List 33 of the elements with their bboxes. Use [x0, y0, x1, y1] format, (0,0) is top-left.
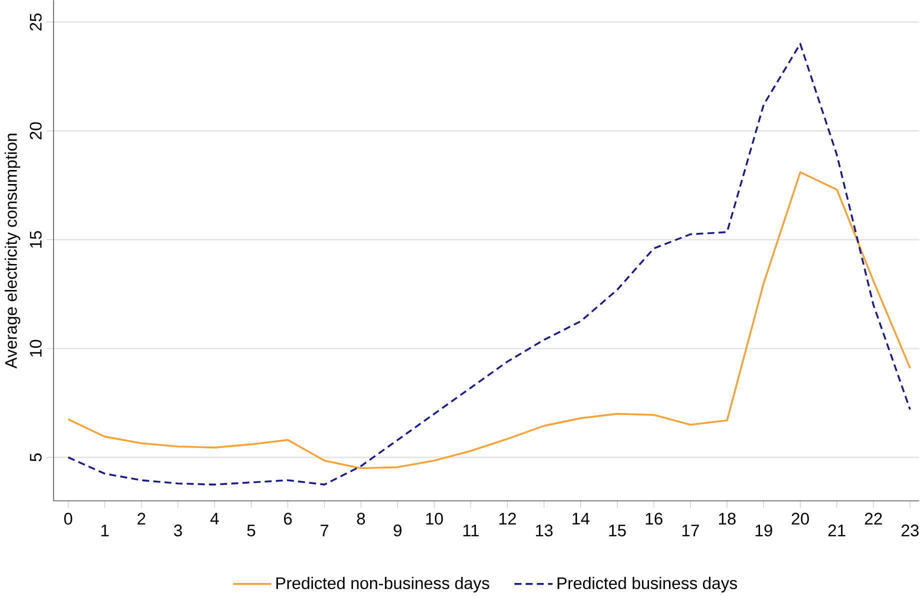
x-tick-label: 13: [536, 524, 553, 537]
x-tick-label: 15: [609, 524, 626, 537]
x-tick-label: 7: [320, 524, 328, 536]
x-tick-label: 9: [394, 524, 402, 537]
y-axis-title: Average electricity consumption: [4, 134, 20, 369]
x-tick-label: 5: [247, 524, 256, 537]
x-tick-label: 0: [64, 512, 72, 525]
x-tick-label: 23: [902, 524, 919, 537]
line-series: [67, 171, 911, 470]
x-tick-label: 11: [463, 524, 479, 536]
y-tick-label: 20: [30, 122, 42, 140]
legend-label: Predicted business days: [558, 577, 737, 593]
x-tick-label: 17: [682, 524, 699, 536]
x-tick-label: 20: [792, 512, 809, 525]
x-tick-label: 14: [572, 512, 590, 524]
y-tick-label: 15: [30, 231, 42, 248]
x-tick-label: 3: [174, 524, 182, 537]
x-tick-label: 22: [864, 512, 882, 525]
x-tick-label: 19: [756, 524, 772, 537]
y-tick-label: 5: [30, 454, 42, 462]
x-tick-label: 12: [499, 512, 516, 525]
x-tick-label: 21: [828, 524, 846, 536]
x-tick-label: 18: [719, 512, 736, 525]
y-tick-label: 25: [30, 14, 42, 31]
x-tick-label: 10: [426, 512, 443, 525]
x-tick-label: 2: [138, 512, 146, 525]
legend-label: Predicted non-business days: [276, 577, 490, 593]
x-tick-label: 1: [101, 524, 109, 536]
x-tick-label: 4: [210, 512, 219, 524]
x-tick-label: 6: [284, 512, 292, 525]
y-tick-label: 10: [30, 340, 42, 357]
x-tick-label: 8: [357, 512, 365, 525]
x-tick-label: 16: [646, 512, 662, 525]
